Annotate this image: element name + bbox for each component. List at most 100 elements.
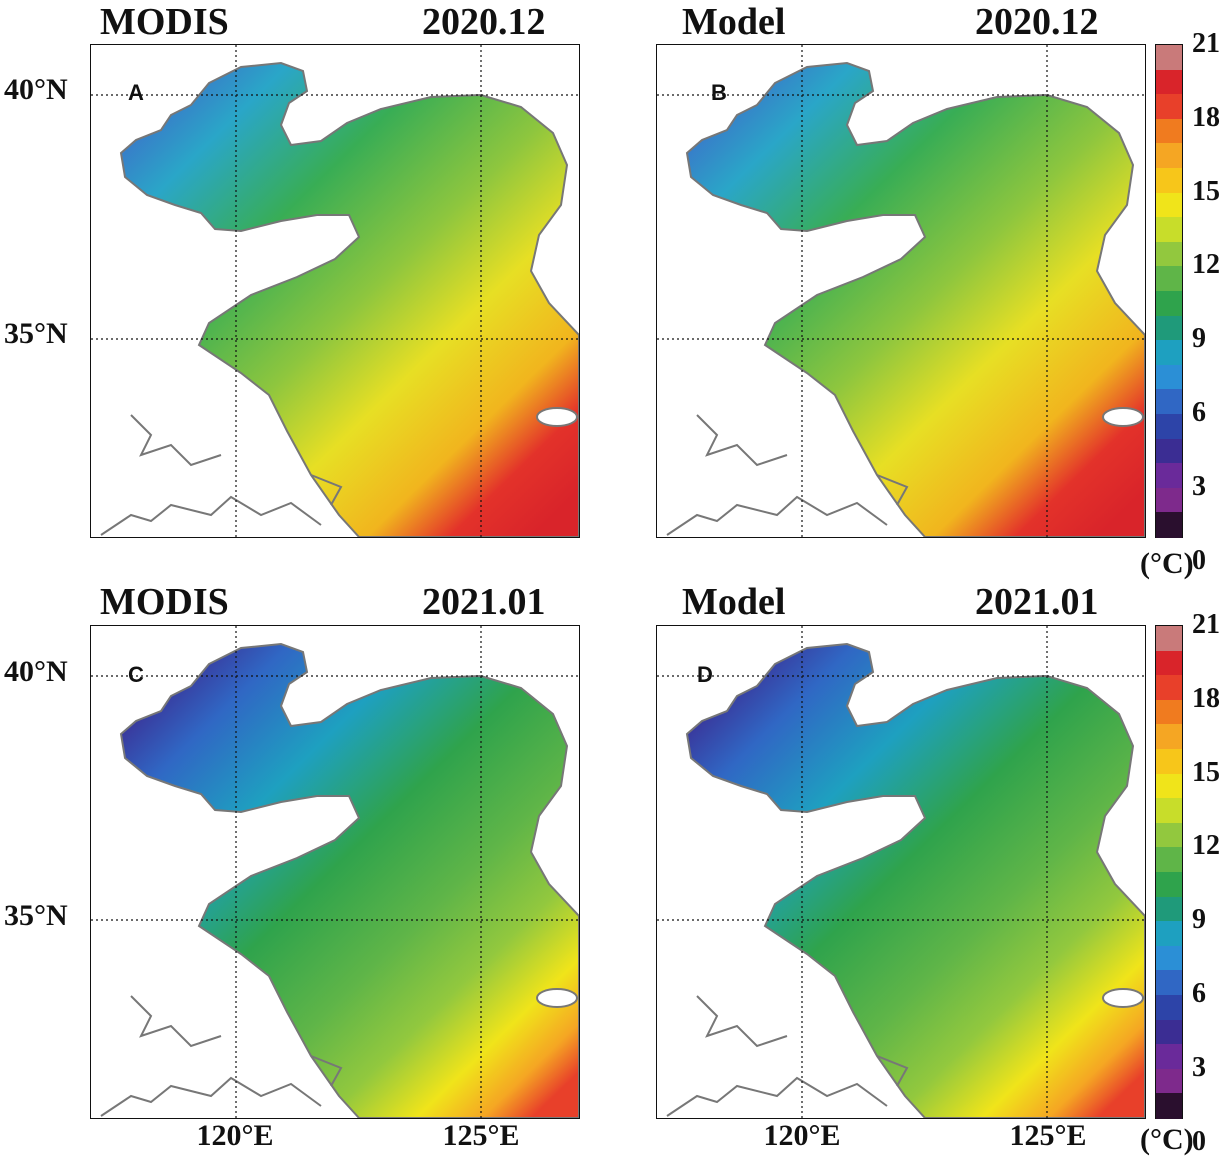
island-shape bbox=[1102, 988, 1144, 1008]
panel-d-date: 2021.01 bbox=[975, 581, 1099, 623]
colorbar-swatch bbox=[1156, 438, 1182, 465]
colorbar-bottom bbox=[1155, 625, 1183, 1119]
colorbar-swatch bbox=[1156, 970, 1182, 996]
colorbar-swatch bbox=[1156, 291, 1182, 317]
lon-label-120e-right: 120°E bbox=[763, 1119, 841, 1152]
map-panel-b bbox=[656, 44, 1146, 538]
colorbar-tick-label: 3 bbox=[1192, 1051, 1206, 1083]
lat-label-40n-bottom: 40°N bbox=[4, 655, 68, 688]
colorbar-swatch bbox=[1156, 626, 1182, 652]
panel-letter-c: C bbox=[128, 662, 144, 687]
colorbar-swatch bbox=[1156, 847, 1182, 873]
colorbar-tick-label: 15 bbox=[1192, 175, 1220, 207]
sea-surface-temperature-field bbox=[685, 61, 1145, 537]
lon-label-125e-left: 125°E bbox=[442, 1119, 520, 1152]
colorbar-swatch bbox=[1156, 945, 1182, 972]
sst-map bbox=[657, 45, 1145, 537]
colorbar-swatch bbox=[1156, 798, 1182, 824]
colorbar-swatch bbox=[1156, 1044, 1182, 1070]
colorbar-swatch bbox=[1156, 414, 1182, 440]
colorbar-swatch bbox=[1156, 512, 1182, 538]
coastline bbox=[100, 995, 343, 1117]
lat-label-35n-bottom: 35°N bbox=[4, 899, 68, 932]
coastline bbox=[666, 995, 909, 1117]
colorbar-swatch bbox=[1156, 675, 1182, 701]
map-panel-c bbox=[90, 625, 580, 1119]
coastline bbox=[100, 414, 343, 536]
colorbar-tick-label: 0 bbox=[1192, 1125, 1206, 1157]
colorbar-swatch bbox=[1156, 364, 1182, 391]
colorbar-swatch bbox=[1156, 872, 1182, 898]
colorbar-tick-label: 3 bbox=[1192, 470, 1206, 502]
panel-letter-d: D bbox=[697, 662, 713, 687]
colorbar-tick-label: 9 bbox=[1192, 323, 1206, 355]
colorbar-swatch bbox=[1156, 45, 1182, 71]
colorbar-unit-bottom: (°C) bbox=[1140, 1123, 1194, 1156]
sea-surface-temperature-field bbox=[685, 642, 1145, 1118]
sst-map bbox=[91, 45, 579, 537]
colorbar-swatch bbox=[1156, 340, 1182, 366]
colorbar-swatch bbox=[1156, 1068, 1182, 1095]
lat-label-35n-top: 35°N bbox=[4, 317, 68, 350]
colorbar-tick-label: 12 bbox=[1192, 249, 1220, 281]
colorbar-tick-label: 0 bbox=[1192, 544, 1206, 576]
panel-a-source: MODIS bbox=[100, 1, 229, 43]
sst-map bbox=[91, 626, 579, 1118]
colorbar-swatch bbox=[1156, 995, 1182, 1021]
colorbar-swatch bbox=[1156, 1019, 1182, 1046]
island-shape bbox=[1102, 407, 1144, 427]
colorbar-tick-label: 21 bbox=[1192, 28, 1220, 59]
panel-a-date: 2020.12 bbox=[422, 1, 546, 43]
colorbar-swatch bbox=[1156, 921, 1182, 947]
panel-c-source: MODIS bbox=[100, 581, 229, 623]
lon-label-125e-right: 125°E bbox=[1009, 1119, 1087, 1152]
map-panel-d bbox=[656, 625, 1146, 1119]
colorbar-swatch bbox=[1156, 69, 1182, 96]
panel-letter-b: B bbox=[711, 80, 727, 105]
colorbar-tick-label: 6 bbox=[1192, 978, 1206, 1009]
colorbar-swatch bbox=[1156, 1093, 1182, 1119]
colorbar-swatch bbox=[1156, 724, 1182, 750]
colorbar-tick-label: 18 bbox=[1192, 101, 1220, 133]
lon-label-120e-left: 120°E bbox=[196, 1119, 274, 1152]
colorbar-tick-label: 15 bbox=[1192, 756, 1220, 788]
colorbar-swatch bbox=[1156, 773, 1182, 800]
colorbar-swatch bbox=[1156, 94, 1182, 120]
colorbar-swatch bbox=[1156, 749, 1182, 775]
colorbar-swatch bbox=[1156, 487, 1182, 514]
panel-letter-a: A bbox=[128, 80, 144, 105]
colorbar-tick-label: 12 bbox=[1192, 830, 1220, 862]
colorbar-swatch bbox=[1156, 143, 1182, 169]
colorbar-swatch bbox=[1156, 315, 1182, 342]
colorbar-unit-top: (°C) bbox=[1140, 547, 1194, 580]
panel-b-source: Model bbox=[682, 1, 786, 43]
map-panel-a bbox=[90, 44, 580, 538]
colorbar-swatch bbox=[1156, 168, 1182, 194]
island-shape bbox=[536, 407, 578, 427]
lat-label-40n-top: 40°N bbox=[4, 73, 68, 106]
island-shape bbox=[536, 988, 578, 1008]
sea-surface-temperature-field bbox=[119, 642, 579, 1118]
colorbar-swatch bbox=[1156, 463, 1182, 489]
colorbar-swatch bbox=[1156, 896, 1182, 923]
colorbar-swatch bbox=[1156, 217, 1182, 243]
colorbar-swatch bbox=[1156, 266, 1182, 292]
colorbar-tick-label: 9 bbox=[1192, 904, 1206, 936]
colorbar-tick-label: 18 bbox=[1192, 682, 1220, 714]
colorbar-swatch bbox=[1156, 389, 1182, 415]
colorbar-swatch bbox=[1156, 241, 1182, 268]
panel-c-date: 2021.01 bbox=[422, 581, 546, 623]
colorbar-swatch bbox=[1156, 699, 1182, 726]
colorbar-tick-label: 6 bbox=[1192, 397, 1206, 428]
sea-surface-temperature-field bbox=[119, 61, 579, 537]
colorbar-swatch bbox=[1156, 650, 1182, 677]
colorbar-swatch bbox=[1156, 822, 1182, 849]
colorbar-top bbox=[1155, 44, 1183, 538]
panel-b-date: 2020.12 bbox=[975, 1, 1099, 43]
sst-map bbox=[657, 626, 1145, 1118]
colorbar-swatch bbox=[1156, 118, 1182, 145]
colorbar-tick-label: 21 bbox=[1192, 609, 1220, 640]
colorbar-swatch bbox=[1156, 192, 1182, 219]
panel-d-source: Model bbox=[682, 581, 786, 623]
coastline bbox=[666, 414, 909, 536]
